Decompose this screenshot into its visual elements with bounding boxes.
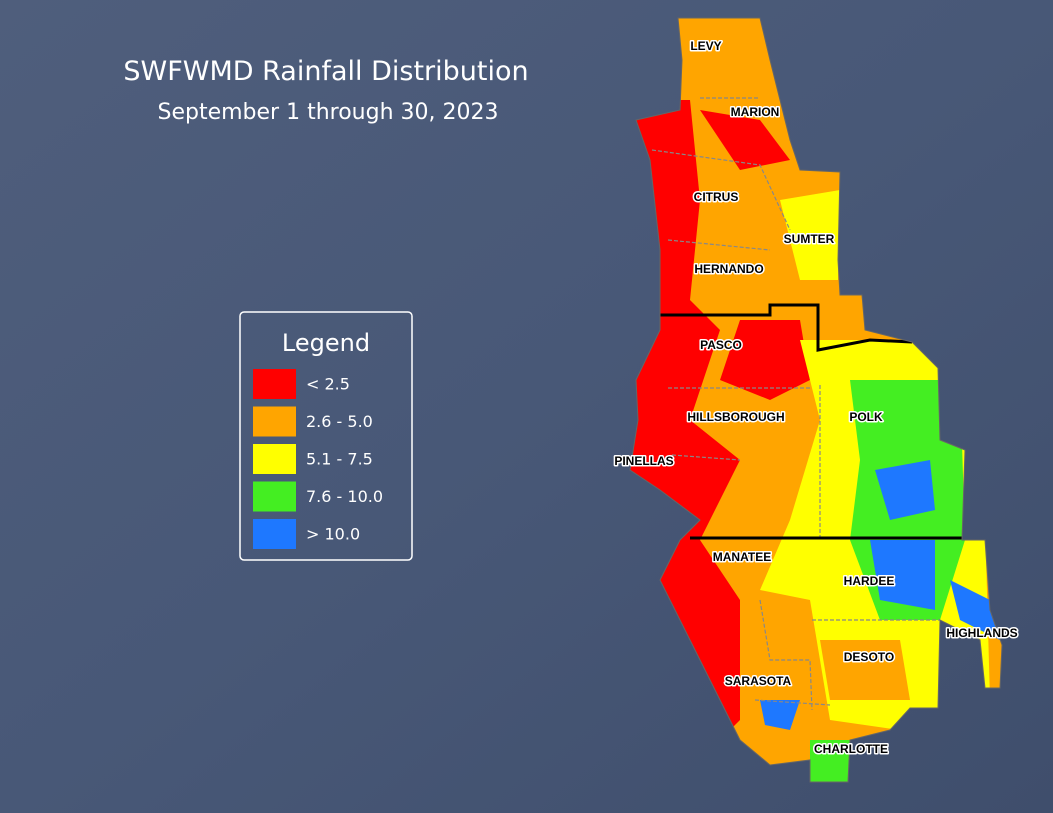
- legend-title: Legend: [282, 329, 370, 357]
- county-label: HARDEE: [844, 574, 895, 588]
- rain-area: [950, 580, 1000, 640]
- legend-label: 2.6 - 5.0: [306, 412, 373, 431]
- rain-area: [875, 460, 935, 520]
- legend-swatch: [253, 406, 296, 437]
- county-label: CITRUS: [694, 190, 739, 204]
- subtitle: September 1 through 30, 2023: [158, 100, 499, 125]
- legend-label: 7.6 - 10.0: [306, 487, 383, 506]
- rain-area: [780, 190, 840, 280]
- county-label: HIGHLANDS: [946, 626, 1017, 640]
- legend-box: [239, 311, 413, 561]
- county-label: HILLSBOROUGH: [687, 410, 784, 424]
- rain-area: [870, 540, 935, 610]
- county-labels: LEVY MARION CITRUS SUMTER HERNANDO PASCO HILLS…: [613, 38, 1019, 758]
- rain-area: [810, 740, 860, 782]
- county-label: HERNANDO: [694, 262, 763, 276]
- legend-swatch: [253, 481, 296, 512]
- county-label: SUMTER: [784, 232, 835, 246]
- county-label: MANATEE: [713, 550, 771, 564]
- county-label: LEVY: [690, 39, 721, 53]
- rain-area: [700, 110, 790, 170]
- region-border: [660, 303, 962, 540]
- legend-label: > 10.0: [306, 525, 360, 544]
- county-label: CHARLOTTE: [814, 742, 888, 756]
- legend-swatch: [253, 519, 296, 549]
- rain-area: [820, 640, 910, 700]
- rain-area: [760, 700, 800, 730]
- county-label: DESOTO: [844, 650, 894, 664]
- county-label: PASCO: [700, 338, 742, 352]
- county-border: [651, 97, 940, 711]
- legend-items: < 2.5 2.6 - 5.0 5.1 - 7.5 7.6 - 10.0 > 10.0: [253, 369, 383, 549]
- legend-swatch: [253, 369, 296, 399]
- rain-area: [720, 320, 810, 400]
- county-label: MARION: [731, 105, 780, 119]
- county-label: SARASOTA: [725, 674, 792, 688]
- title: SWFWMD Rainfall Distribution: [123, 56, 528, 87]
- county-label: PINELLAS: [614, 454, 673, 468]
- legend-label: 5.1 - 7.5: [306, 450, 373, 469]
- legend-swatch: [253, 444, 296, 474]
- legend-label: < 2.5: [306, 375, 350, 394]
- county-label: POLK: [849, 410, 883, 424]
